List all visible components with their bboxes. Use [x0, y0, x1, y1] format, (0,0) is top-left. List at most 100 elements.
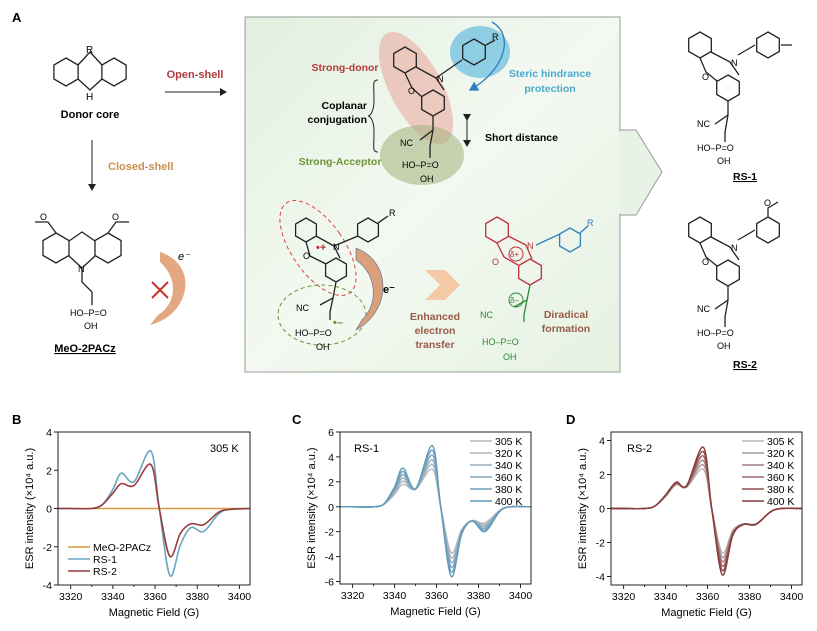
phosphonic-label: HO–P=O — [697, 143, 734, 153]
y-tick-label: -2 — [325, 527, 334, 539]
r-label: R — [587, 218, 594, 228]
o-label: O — [408, 86, 415, 96]
n-label: N — [437, 74, 444, 84]
diradical-structure: δ+ δ– N O R NC HO–P=O OH — [480, 216, 594, 362]
meo-2pacz-structure: O O N HO–P=O OH — [35, 212, 129, 331]
y-tick-label: 2 — [46, 465, 52, 477]
rs-core-structure: N O R NC HO–P=O OH — [393, 32, 499, 184]
y-tick-label: -2 — [43, 542, 52, 554]
electron-label-text: electron — [415, 325, 456, 337]
plot-frame — [57, 431, 251, 586]
diradical-label: Diradical — [544, 309, 588, 321]
coplanar-label: Coplanar — [321, 100, 367, 112]
r-label: R — [492, 32, 499, 42]
n-label: N — [78, 264, 85, 274]
y-tick-label: 4 — [46, 427, 52, 439]
electron-label: e⁻ — [178, 251, 191, 263]
delta-minus-label: δ– — [510, 296, 519, 305]
y-tick-label: 0 — [328, 502, 334, 514]
nc-label: NC — [296, 303, 309, 313]
legend-label: 400 K — [495, 496, 522, 508]
legend-label: 305 K — [767, 436, 794, 448]
donor-core-structure: R H — [53, 45, 127, 103]
panel-letter: B — [12, 412, 21, 427]
phosphonic-label: HO–P=O — [402, 160, 439, 170]
r-label: R — [86, 45, 93, 56]
series-line-340-k — [610, 459, 803, 563]
series-line-320-k — [610, 464, 803, 559]
rs-2-label: RS-2 — [733, 359, 757, 371]
oh-label: OH — [717, 341, 731, 351]
x-tick-label: 3400 — [780, 591, 804, 603]
strong-acceptor-label: Strong-Acceptor — [299, 156, 382, 168]
phosphonic-label: HO–P=O — [70, 308, 107, 318]
y-tick-label: -2 — [596, 538, 605, 550]
legend-label: 340 K — [495, 460, 522, 472]
rotation-arrow-icon — [468, 21, 506, 91]
o-label: O — [40, 212, 47, 222]
oh-label: OH — [420, 174, 434, 184]
panel-letter: C — [292, 412, 302, 427]
legend-label: 360 K — [495, 472, 522, 484]
protection-label: protection — [524, 83, 575, 95]
y-tick-label: -4 — [43, 580, 52, 592]
x-tick-label: 3320 — [612, 591, 636, 603]
series-line-400-k — [340, 444, 532, 578]
rs-1-label: RS-1 — [733, 171, 757, 183]
plot-frame — [610, 431, 803, 586]
n-label: N — [731, 58, 738, 68]
o-label: O — [764, 198, 771, 208]
legend-label: MeO-2PACz — [93, 542, 151, 554]
blocked-transfer-arrow — [150, 252, 186, 325]
n-label: N — [527, 241, 534, 251]
radical-cation-label: •+ — [316, 242, 326, 254]
legend-label: 305 K — [495, 436, 522, 448]
steric-highlight — [450, 26, 510, 78]
o-label: O — [112, 212, 119, 222]
nc-label: NC — [400, 138, 413, 148]
radical-ion-structure: N O R NC HO–P=O OH — [294, 208, 396, 352]
y-tick-label: 0 — [46, 504, 52, 516]
x-tick-label: 3340 — [101, 591, 125, 603]
y-tick-label: 4 — [599, 436, 605, 448]
series-line-305-k — [610, 468, 803, 554]
series-line-rs-1 — [57, 450, 251, 577]
x-tick-label: 3360 — [425, 590, 449, 602]
donor-core-label: Donor core — [61, 109, 120, 121]
anion-region — [277, 284, 367, 346]
strong-donor-label: Strong-donor — [311, 62, 378, 74]
steric-label: Steric hindrance — [509, 68, 591, 80]
y-axis-label: ESR intensity (×10⁴ a.u.) — [24, 448, 36, 569]
y-axis-label: ESR intensity (×10⁴ a.u.) — [577, 448, 589, 569]
x-tick-label: 3380 — [467, 590, 491, 602]
x-axis-label: Magnetic Field (G) — [109, 607, 199, 619]
x-tick-label: 3400 — [509, 590, 533, 602]
brace — [367, 79, 379, 153]
r-label: R — [389, 208, 396, 218]
cross-icon — [151, 281, 169, 299]
series-line-380-k — [610, 450, 803, 572]
series-line-360-k — [340, 454, 532, 568]
legend-label: 360 K — [767, 472, 794, 484]
chart-annotation: 305 K — [210, 443, 239, 455]
series-line-380-k — [340, 449, 532, 573]
y-tick-label: -4 — [596, 572, 605, 584]
x-tick-label: 3400 — [228, 591, 252, 603]
x-tick-label: 3320 — [341, 590, 365, 602]
chart-c: C 3320 3340 3360 3380 3400 -6 -4 -2 0 2 4 6 Magnetic … — [292, 412, 532, 618]
series-line-340-k — [340, 459, 532, 564]
rs-1-structure: N O NC HO–P=O OH — [688, 31, 792, 166]
chart-d: D 3320 3340 3360 3380 3400 -4 -2 0 2 4 Magnetic Fie… — [566, 412, 803, 619]
x-tick-label: 3340 — [654, 591, 678, 603]
chart-annotation: RS-1 — [354, 443, 379, 455]
x-axis-label: Magnetic Field (G) — [661, 607, 751, 619]
n-label: N — [333, 242, 340, 252]
o-label: O — [303, 251, 310, 261]
x-tick-label: 3380 — [738, 591, 762, 603]
x-tick-label: 3360 — [143, 591, 167, 603]
series-line-305-k — [340, 468, 532, 554]
panel-letter-a: A — [12, 10, 22, 25]
oh-label: OH — [503, 352, 517, 362]
n-label: N — [731, 243, 738, 253]
nc-label: NC — [697, 119, 710, 129]
